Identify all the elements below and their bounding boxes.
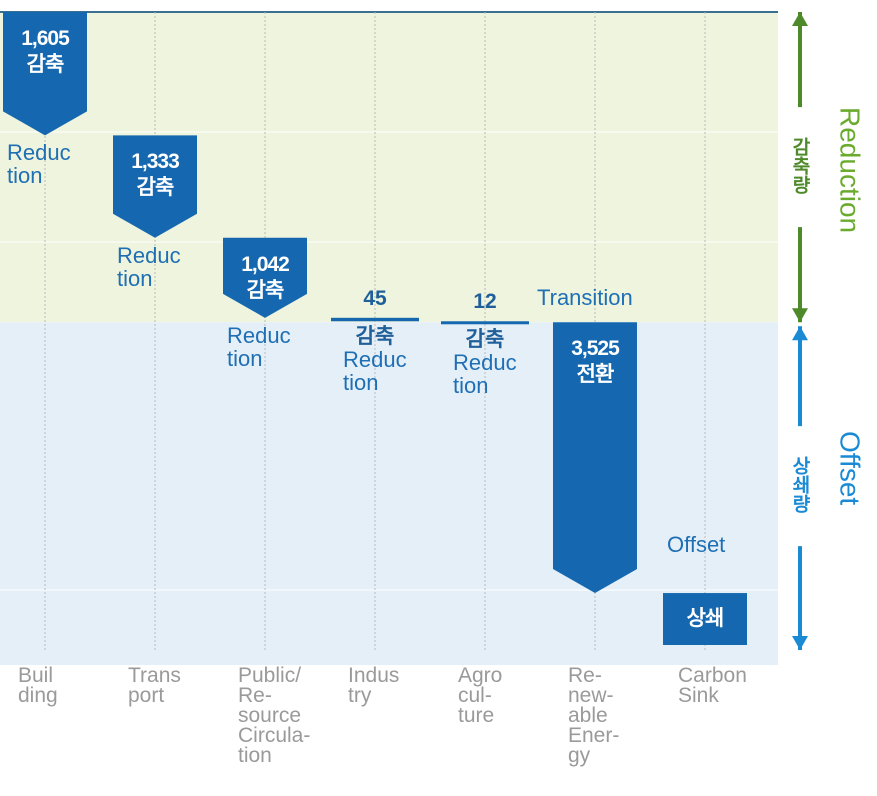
bar: [113, 135, 197, 238]
note: Reduc tion: [343, 346, 407, 395]
value-label: 1,605: [21, 27, 70, 50]
bar-tag: 상쇄: [686, 607, 725, 631]
note: Reduc tion: [453, 350, 517, 399]
bar-tag: 전환: [576, 363, 615, 387]
x-tick-label: Public/ Re- source Circula- tion: [238, 664, 311, 767]
series-label-ko: 상쇄량: [788, 456, 810, 514]
bar-tag: 감축: [136, 176, 175, 200]
note: Reduc tion: [7, 140, 71, 189]
legend-entry: Offset: [834, 431, 866, 506]
arrow-head: [792, 12, 808, 26]
legend-entry: Reduction: [834, 107, 866, 234]
series-label-ko: 감축량: [788, 137, 810, 195]
bar: [223, 237, 307, 318]
note: Transition: [537, 285, 633, 311]
bar: [663, 593, 747, 645]
offset-zone: [0, 322, 778, 665]
bar-tag: 감축: [355, 324, 395, 348]
x-tick-label: Indus try: [348, 664, 400, 707]
x-tick-label: Buil ding: [18, 664, 58, 707]
x-tick-label: Re- new- able Ener- gy: [568, 664, 620, 767]
x-tick-label: Agro cul- ture: [458, 664, 503, 727]
note: Reduc tion: [117, 242, 181, 291]
bar-tag: 감축: [246, 278, 285, 302]
arrow-head: [792, 308, 808, 323]
bar: [441, 321, 529, 325]
value-label: 12: [473, 290, 497, 314]
value-label: 1,333: [131, 150, 180, 174]
bar-tag: 감축: [26, 53, 65, 76]
arrow-head: [792, 636, 808, 650]
x-tick-label: Trans port: [128, 664, 181, 707]
x-tick-label: Carbon Sink: [678, 664, 747, 707]
note: Offset: [667, 532, 726, 558]
value-label: 1,042: [241, 252, 290, 276]
bar-tag: 감축: [465, 328, 505, 352]
value-label: 3,525: [571, 337, 620, 361]
bar: [553, 322, 637, 594]
note: Reduc tion: [227, 322, 291, 371]
value-label: 45: [363, 286, 387, 310]
bar: [331, 317, 419, 322]
arrow-head: [792, 326, 808, 341]
bar: [3, 12, 87, 136]
